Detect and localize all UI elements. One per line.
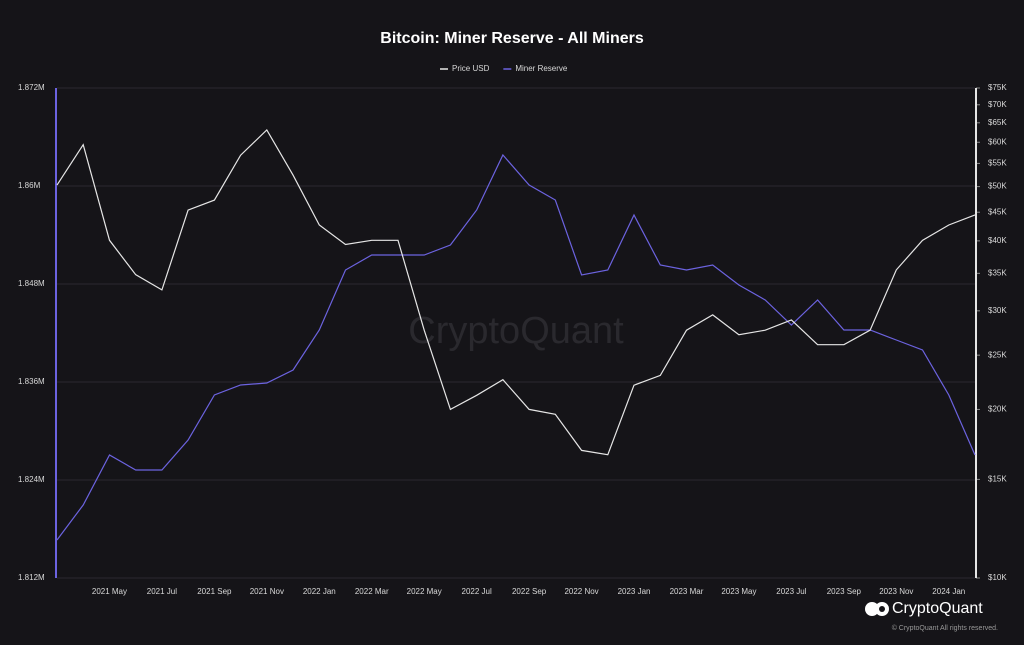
y-tick-label: 1.812M xyxy=(18,573,45,582)
y2-tick-label: $50K xyxy=(988,182,1007,191)
y-tick-label: 1.824M xyxy=(18,475,45,484)
x-tick-label: 2023 Jan xyxy=(618,587,651,596)
x-tick-label: 2022 Jan xyxy=(303,587,336,596)
x-tick-label: 2022 Sep xyxy=(512,587,547,596)
y2-tick-label: $10K xyxy=(988,573,1007,582)
y2-tick-label: $35K xyxy=(988,268,1007,277)
y-tick-label: 1.836M xyxy=(18,377,45,386)
x-tick-label: 2023 Mar xyxy=(670,587,704,596)
brand: CryptoQuant xyxy=(892,600,983,617)
series-line xyxy=(56,129,976,456)
x-tick-label: 2023 Jul xyxy=(776,587,806,596)
y2-tick-label: $65K xyxy=(988,118,1007,127)
x-tick-label: 2022 Nov xyxy=(564,587,598,596)
y2-tick-label: $15K xyxy=(988,475,1007,484)
y-tick-label: 1.848M xyxy=(18,279,45,288)
series-line xyxy=(56,153,976,541)
x-tick-label: 2021 Sep xyxy=(197,587,232,596)
x-tick-label: 2022 Mar xyxy=(355,587,389,596)
y-tick-label: 1.872M xyxy=(18,83,45,92)
y2-tick-label: $55K xyxy=(988,159,1007,168)
y2-tick-label: $40K xyxy=(988,236,1007,245)
x-tick-label: 2021 Nov xyxy=(250,587,284,596)
y2-tick-label: $60K xyxy=(988,137,1007,146)
x-tick-label: 2023 May xyxy=(721,587,756,596)
y2-tick-label: $25K xyxy=(988,350,1007,359)
y2-tick-label: $20K xyxy=(988,405,1007,414)
x-tick-label: 2023 Sep xyxy=(827,587,862,596)
y2-tick-label: $45K xyxy=(988,207,1007,216)
x-tick-label: 2021 May xyxy=(92,587,127,596)
x-tick-label: 2023 Nov xyxy=(879,587,913,596)
legend-label: Price USD xyxy=(452,64,490,73)
watermark: CryptoQuant xyxy=(408,310,624,352)
legend-label: Miner Reserve xyxy=(515,64,568,73)
y2-tick-label: $75K xyxy=(988,83,1007,92)
x-tick-label: 2024 Jan xyxy=(932,587,965,596)
chart-title: Bitcoin: Miner Reserve - All Miners xyxy=(380,30,644,47)
y2-tick-label: $30K xyxy=(988,306,1007,315)
y-tick-label: 1.86M xyxy=(18,181,41,190)
copyright: © CryptoQuant All rights reserved. xyxy=(892,624,998,632)
x-tick-label: 2022 Jul xyxy=(462,587,492,596)
y2-tick-label: $70K xyxy=(988,100,1007,109)
x-tick-label: 2022 May xyxy=(407,587,442,596)
brand-logo xyxy=(865,602,889,616)
x-tick-label: 2021 Jul xyxy=(147,587,177,596)
